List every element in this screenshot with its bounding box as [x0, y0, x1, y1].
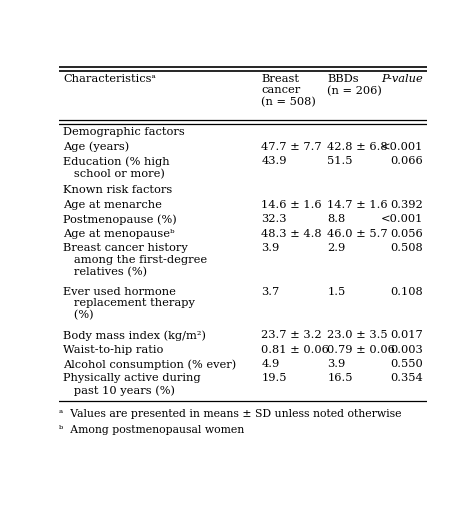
- Text: Waist-to-hip ratio: Waist-to-hip ratio: [63, 344, 164, 355]
- Text: Known risk factors: Known risk factors: [63, 185, 172, 196]
- Text: 4.9: 4.9: [261, 359, 280, 369]
- Text: Alcohol consumption (% ever): Alcohol consumption (% ever): [63, 359, 236, 370]
- Text: 0.550: 0.550: [390, 359, 423, 369]
- Text: <0.001: <0.001: [381, 142, 423, 152]
- Text: 0.003: 0.003: [390, 344, 423, 355]
- Text: Education (% high
   school or more): Education (% high school or more): [63, 156, 170, 179]
- Text: 46.0 ± 5.7: 46.0 ± 5.7: [328, 229, 388, 239]
- Text: <0.001: <0.001: [381, 214, 423, 225]
- Text: Age at menopauseᵇ: Age at menopauseᵇ: [63, 229, 174, 239]
- Text: 32.3: 32.3: [261, 214, 287, 225]
- Text: ᵇ  Among postmenopausal women: ᵇ Among postmenopausal women: [59, 425, 245, 435]
- Text: ᵃ  Values are presented in means ± SD unless noted otherwise: ᵃ Values are presented in means ± SD unl…: [59, 409, 402, 419]
- Text: 0.392: 0.392: [390, 200, 423, 210]
- Text: 0.79 ± 0.06: 0.79 ± 0.06: [328, 344, 395, 355]
- Text: Breast cancer history
   among the first-degree
   relatives (%): Breast cancer history among the first-de…: [63, 243, 207, 277]
- Text: 0.108: 0.108: [390, 287, 423, 297]
- Text: Physically active during
   past 10 years (%): Physically active during past 10 years (…: [63, 373, 201, 396]
- Text: Age (years): Age (years): [63, 142, 129, 152]
- Text: 43.9: 43.9: [261, 156, 287, 167]
- Text: BBDs
(n = 206): BBDs (n = 206): [328, 74, 383, 96]
- Text: 14.7 ± 1.6: 14.7 ± 1.6: [328, 200, 388, 210]
- Text: 0.81 ± 0.06: 0.81 ± 0.06: [261, 344, 329, 355]
- Text: 0.017: 0.017: [390, 330, 423, 340]
- Text: 51.5: 51.5: [328, 156, 353, 167]
- Text: 2.9: 2.9: [328, 243, 346, 253]
- Text: 3.9: 3.9: [261, 243, 280, 253]
- Text: Postmenopause (%): Postmenopause (%): [63, 214, 177, 225]
- Text: 47.7 ± 7.7: 47.7 ± 7.7: [261, 142, 322, 152]
- Text: 3.7: 3.7: [261, 287, 280, 297]
- Text: 0.056: 0.056: [390, 229, 423, 239]
- Text: Breast
cancer
(n = 508): Breast cancer (n = 508): [261, 74, 316, 108]
- Text: 0.508: 0.508: [390, 243, 423, 253]
- Text: 8.8: 8.8: [328, 214, 346, 225]
- Text: Age at menarche: Age at menarche: [63, 200, 162, 210]
- Text: 0.066: 0.066: [390, 156, 423, 167]
- Text: Body mass index (kg/m²): Body mass index (kg/m²): [63, 330, 206, 341]
- Text: 23.0 ± 3.5: 23.0 ± 3.5: [328, 330, 388, 340]
- Text: 3.9: 3.9: [328, 359, 346, 369]
- Text: 14.6 ± 1.6: 14.6 ± 1.6: [261, 200, 322, 210]
- Text: P-value: P-value: [381, 74, 423, 84]
- Text: Characteristicsᵃ: Characteristicsᵃ: [63, 74, 156, 84]
- Text: 16.5: 16.5: [328, 373, 353, 384]
- Text: 1.5: 1.5: [328, 287, 346, 297]
- Text: 19.5: 19.5: [261, 373, 287, 384]
- Text: 48.3 ± 4.8: 48.3 ± 4.8: [261, 229, 322, 239]
- Text: 0.354: 0.354: [390, 373, 423, 384]
- Text: Demographic factors: Demographic factors: [63, 128, 185, 138]
- Text: 23.7 ± 3.2: 23.7 ± 3.2: [261, 330, 322, 340]
- Text: Ever used hormone
   replacement therapy
   (%): Ever used hormone replacement therapy (%…: [63, 287, 195, 320]
- Text: 42.8 ± 6.8: 42.8 ± 6.8: [328, 142, 388, 152]
